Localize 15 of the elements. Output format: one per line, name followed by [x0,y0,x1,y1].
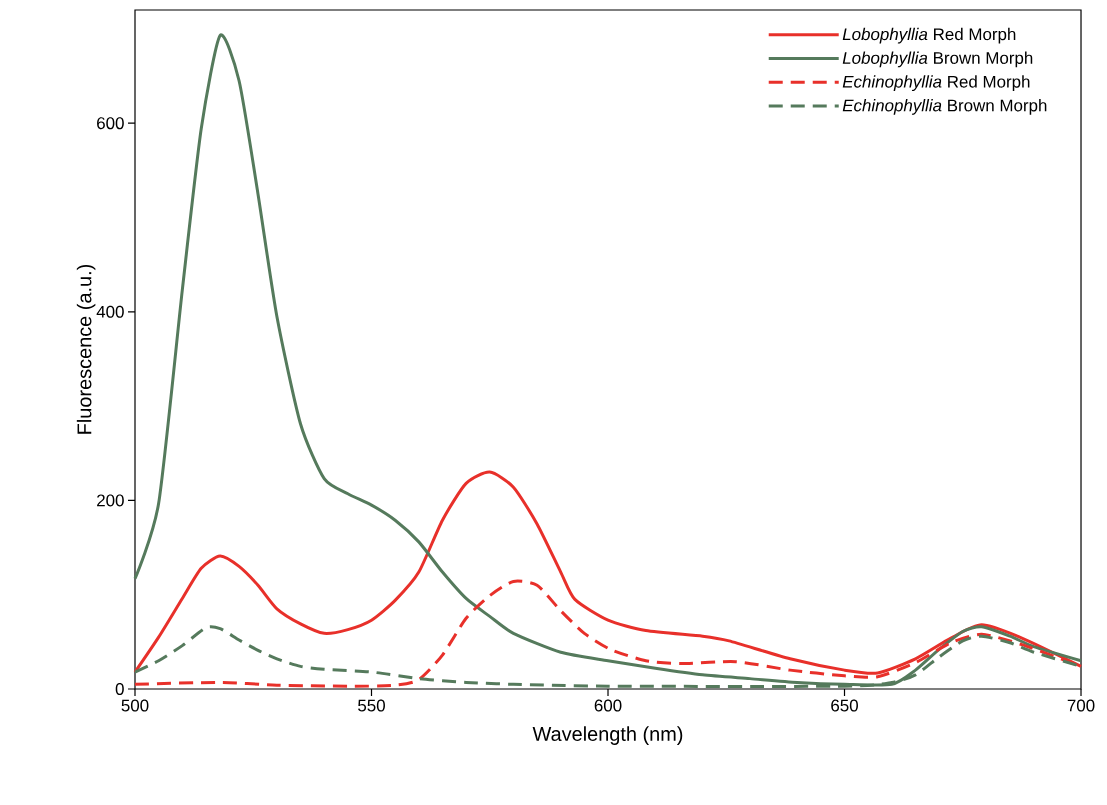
y-tick-label: 600 [97,117,124,130]
legend-label: Echinophyllia Brown Morph [842,99,1047,115]
legend-label: Lobophyllia Brown Morph [842,51,1033,68]
x-tick-label: 700 [1067,699,1095,712]
x-tick-label: 650 [831,699,858,712]
y-tick-label: 400 [96,305,124,318]
legend-label: Lobophyllia Red Morph [842,27,1016,44]
y-axis-title: Fluorescence (a.u.) [76,264,96,434]
y-tick-label: 0 [115,683,124,695]
y-tick-label: 200 [97,494,124,507]
x-tick-label: 500 [121,699,149,712]
x-tick-label: 600 [594,699,622,712]
x-axis-title: Wavelength (nm) [532,726,683,745]
legend-label: Echinophyllia Red Morph [842,75,1030,92]
x-tick-label: 550 [358,699,385,712]
